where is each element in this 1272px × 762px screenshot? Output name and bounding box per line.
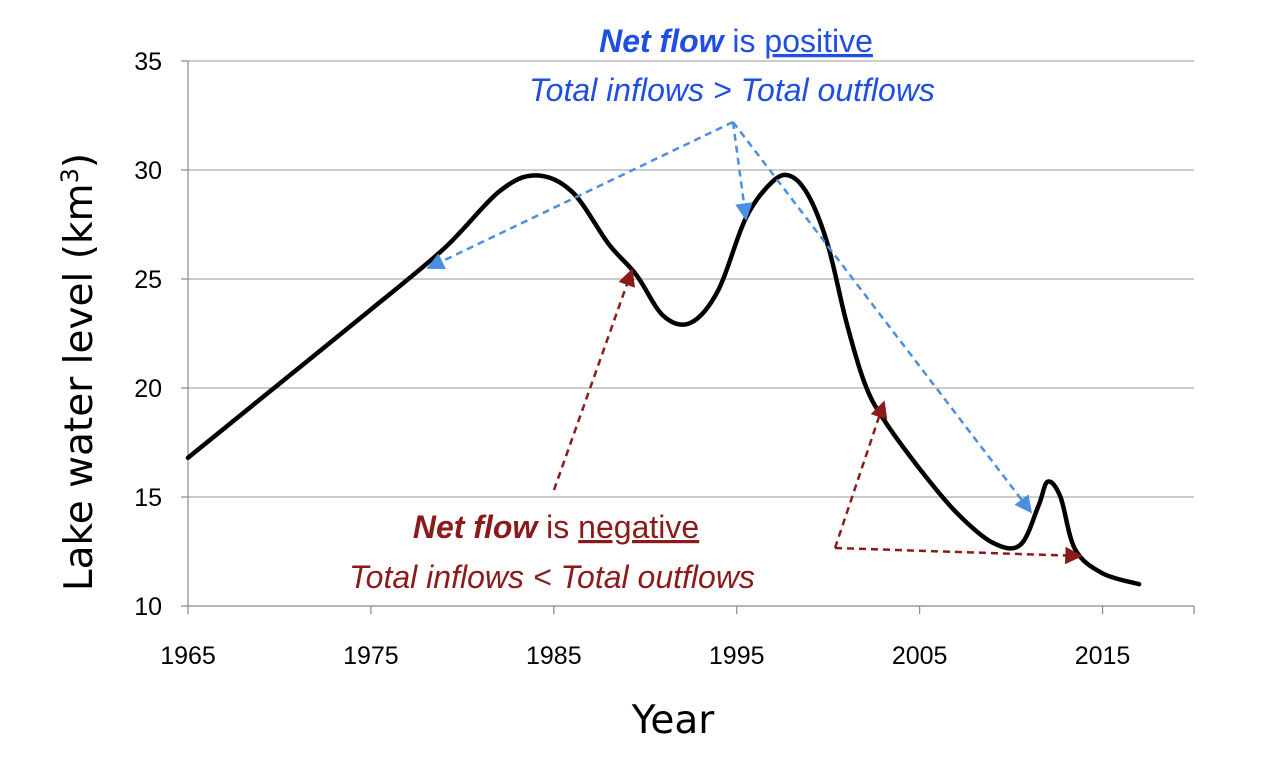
negative-arrow-2: [833, 400, 888, 549]
y-axis-title-close: ): [57, 153, 102, 168]
y-tick-label-35: 35: [134, 48, 162, 76]
y-tick-label-10: 10: [134, 593, 162, 621]
annotation-negative-line1: Net flow is negative: [413, 509, 699, 545]
annotation-positive: Net flow is positive Total inflows > Tot…: [426, 23, 1033, 514]
annotation-positive-bold: Net flow: [599, 23, 726, 59]
annotation-positive-mid: is: [724, 23, 765, 59]
y-axis-title: Lake water level (km3): [56, 153, 102, 591]
x-axis-title: Year: [631, 698, 716, 743]
annotation-negative-mid: is: [537, 509, 578, 545]
y-tick-label-20: 20: [134, 375, 162, 403]
series-line-lake-water-level: [185, 172, 1142, 587]
annotation-negative: Net flow is negative Total inflows < Tot…: [349, 268, 1083, 595]
annotation-negative-bold: Net flow: [413, 509, 540, 545]
x-tick-label-2015: 2015: [1075, 642, 1131, 670]
x-tick-label-1995: 1995: [709, 642, 765, 670]
y-tick-label-30: 30: [134, 157, 162, 185]
x-tick-label-1965: 1965: [160, 642, 216, 670]
axes: [187, 61, 1194, 607]
negative-arrow-3: [834, 546, 1083, 565]
annotation-negative-arrows: [552, 268, 1083, 565]
y-tick-label-25: 25: [134, 266, 162, 294]
annotation-positive-arrows: [426, 120, 1033, 514]
y-tick-label-15: 15: [134, 484, 162, 512]
y-axis-title-superscript: 3: [56, 168, 84, 183]
annotation-positive-line2: Total inflows > Total outflows: [529, 72, 935, 108]
positive-arrow-3: [732, 121, 1033, 514]
x-tick-labels: 1965 1975 1985 1995 2005 2015: [160, 642, 1130, 670]
x-tick-label-2005: 2005: [892, 642, 948, 670]
annotation-positive-underlined: positive: [764, 23, 873, 59]
negative-arrow-1: [552, 268, 635, 491]
annotation-positive-line1: Net flow is positive: [599, 23, 873, 59]
x-tick-label-1975: 1975: [343, 642, 399, 670]
y-tick-labels: 10 15 20 25 30 35: [134, 48, 162, 621]
annotation-negative-underlined: negative: [578, 509, 699, 545]
positive-arrow-2: [731, 121, 753, 221]
positive-arrow-1: [426, 120, 734, 270]
y-axis-title-main: Lake water level (km: [57, 183, 102, 591]
annotation-negative-line2: Total inflows < Total outflows: [349, 559, 755, 595]
x-tick-label-1985: 1985: [526, 642, 582, 670]
